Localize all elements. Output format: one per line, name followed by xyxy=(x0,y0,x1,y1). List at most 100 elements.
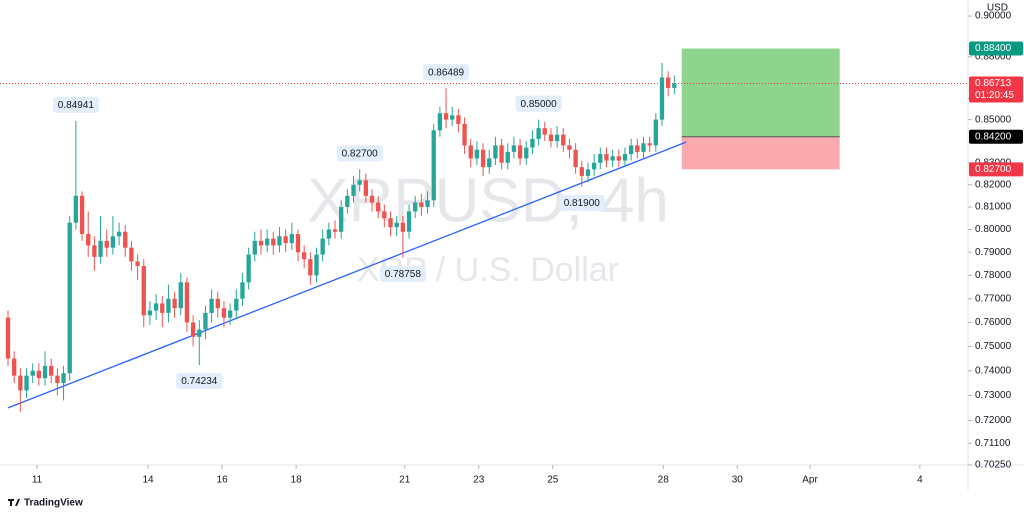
candle-body xyxy=(98,240,103,257)
currency: USD xyxy=(987,3,1008,14)
candle-body xyxy=(190,322,196,337)
candle-body xyxy=(511,145,517,152)
logo-text: TradingView xyxy=(24,498,83,509)
annotation-label: 0.84941 xyxy=(58,100,95,111)
candle-body xyxy=(450,115,455,120)
candle-body xyxy=(178,282,183,309)
candle-body xyxy=(221,308,227,318)
candle-body xyxy=(561,134,566,146)
entry-label-bg xyxy=(969,129,1023,144)
x-tick-label: 14 xyxy=(143,475,155,486)
candle-body xyxy=(419,202,424,207)
candle-body xyxy=(573,149,578,168)
countdown: 01:20:45 xyxy=(975,90,1014,101)
candle-body xyxy=(36,370,42,379)
candle-body xyxy=(505,151,510,163)
candle-body xyxy=(49,365,54,376)
candle-body xyxy=(86,234,91,246)
candle-body xyxy=(289,234,294,244)
candle-body xyxy=(135,261,140,267)
x-tick-label: 11 xyxy=(32,475,43,486)
candle-body xyxy=(227,310,233,318)
candle-body xyxy=(153,303,159,311)
candle-body xyxy=(406,211,412,232)
candle-body xyxy=(622,154,628,161)
candle-body xyxy=(203,312,208,330)
candle-body xyxy=(332,229,338,232)
candle-body xyxy=(536,128,541,139)
candle-body xyxy=(666,77,671,88)
candle-body xyxy=(388,218,393,228)
candle-body xyxy=(252,240,257,255)
candle-body xyxy=(79,195,85,235)
x-tick-label: 18 xyxy=(291,475,303,486)
x-tick-label: 25 xyxy=(547,475,559,486)
annotation-box xyxy=(379,265,426,282)
candle-body xyxy=(443,113,449,120)
y-tick-label: 0.72000 xyxy=(975,415,1012,426)
candle-body xyxy=(400,222,406,232)
candle-body xyxy=(493,145,498,159)
candle-body xyxy=(320,238,325,255)
candle-body xyxy=(209,298,214,313)
candle-body xyxy=(456,115,461,124)
candle-body xyxy=(672,83,677,88)
candle-body xyxy=(18,375,23,391)
x-tick-label: 21 xyxy=(399,475,411,486)
watermark: XRPUSD, 4h xyxy=(307,166,669,235)
annotation-label: 0.74234 xyxy=(181,376,218,387)
candle-body xyxy=(92,245,97,257)
candle-body xyxy=(110,236,116,248)
candle-body xyxy=(295,234,301,253)
annotation-box xyxy=(176,373,223,390)
candle-body xyxy=(166,298,171,313)
candle-body xyxy=(197,329,202,337)
entry-label: 0.84200 xyxy=(975,131,1012,142)
candle-body xyxy=(431,130,436,201)
candle-body xyxy=(271,238,276,246)
candle-body xyxy=(554,134,560,142)
candle-body xyxy=(369,195,375,203)
y-tick-label: 0.85000 xyxy=(975,114,1012,125)
candle-body xyxy=(499,145,504,163)
candle-body xyxy=(363,180,369,196)
candle-body xyxy=(579,167,584,176)
y-tick-label: 0.75000 xyxy=(975,341,1012,352)
candle-body xyxy=(172,298,177,309)
y-tick-label: 0.74000 xyxy=(975,365,1012,376)
annotation-label: 0.78758 xyxy=(385,269,422,280)
y-tick-label: 0.77000 xyxy=(975,293,1012,304)
candle-body xyxy=(123,231,128,248)
candle-body xyxy=(616,156,621,161)
x-tick-label: 30 xyxy=(732,475,744,486)
candle-body xyxy=(567,145,572,150)
candle-body xyxy=(659,77,665,120)
candle-body xyxy=(474,149,480,159)
y-tick-label: 0.73000 xyxy=(975,390,1012,401)
candle-body xyxy=(591,162,597,170)
y-tick-label: 0.78000 xyxy=(975,270,1012,281)
annotation-label: 0.82700 xyxy=(342,148,379,159)
trendline xyxy=(7,141,687,409)
candle-body xyxy=(413,202,418,212)
y-tick-label: 0.79000 xyxy=(975,247,1012,258)
candle-body xyxy=(598,154,603,163)
candle-body xyxy=(357,180,362,185)
candle-body xyxy=(24,375,29,391)
logo-icon xyxy=(8,499,20,506)
candle-body xyxy=(240,282,245,299)
annotation-box xyxy=(558,194,605,211)
candle-body xyxy=(30,370,35,376)
candle-body xyxy=(517,145,523,159)
candle-body xyxy=(394,222,399,228)
candle-body xyxy=(141,266,146,316)
y-tick-label: 0.82000 xyxy=(975,179,1012,190)
annotation-label: 0.85000 xyxy=(521,99,558,110)
stop-zone xyxy=(681,136,840,170)
candle-body xyxy=(653,119,658,146)
candle-body xyxy=(55,375,60,384)
candle-body xyxy=(628,145,634,155)
candle-body xyxy=(487,158,492,168)
target-label: 0.88400 xyxy=(975,43,1012,54)
